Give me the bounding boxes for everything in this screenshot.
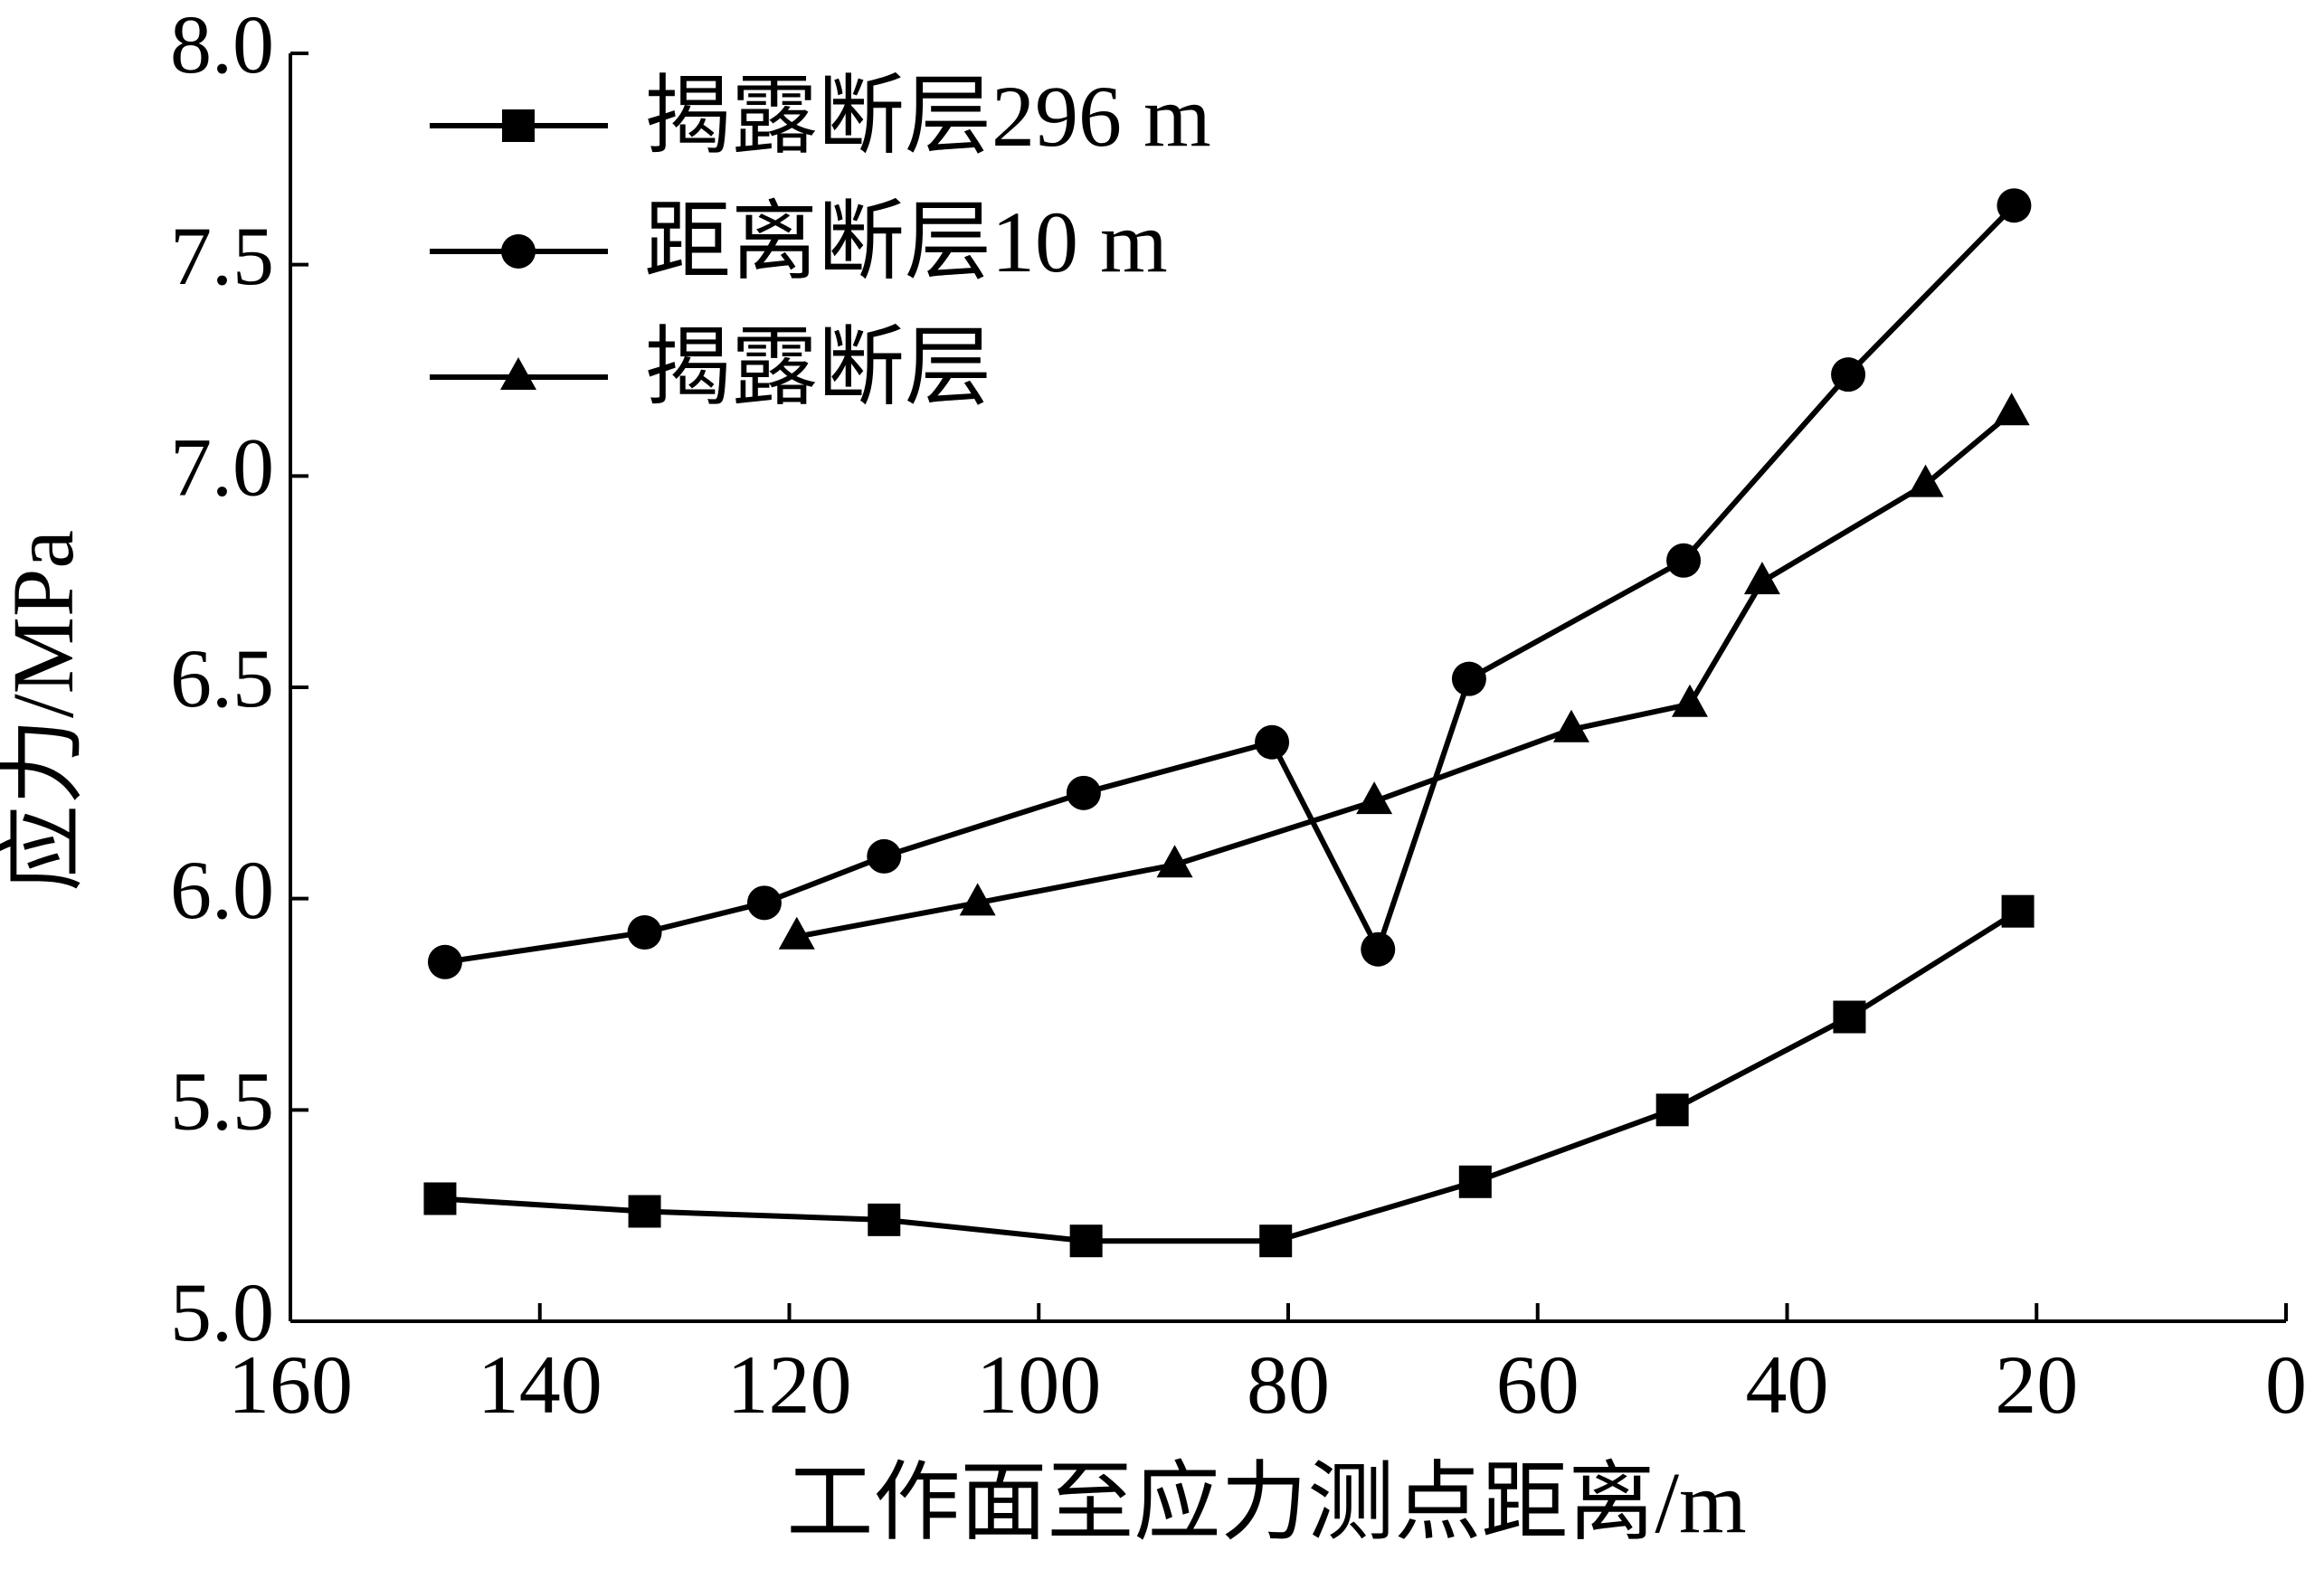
- x-tick-label: 140: [478, 1338, 602, 1431]
- x-tick-label: 20: [1995, 1338, 2078, 1431]
- data-point: [1671, 684, 1708, 717]
- data-point: [628, 1195, 661, 1228]
- data-point: [746, 885, 782, 921]
- y-tick-label: 7.5: [170, 210, 274, 302]
- data-point: [1361, 931, 1396, 967]
- data-point: [423, 1182, 457, 1215]
- data-point: [1255, 724, 1290, 760]
- series-line: [796, 410, 2014, 940]
- data-point: [1831, 357, 1866, 392]
- data-point: [1451, 661, 1486, 696]
- y-tick-label: 5.5: [170, 1054, 274, 1147]
- x-tick-label: 60: [1496, 1338, 1579, 1431]
- legend-marker: [502, 109, 535, 142]
- data-point: [1993, 392, 2030, 426]
- data-point: [959, 883, 996, 916]
- data-point: [868, 1203, 901, 1236]
- data-point: [1997, 188, 2032, 223]
- data-point: [1069, 1224, 1103, 1258]
- y-tick-label: 5.0: [170, 1266, 274, 1358]
- legend-marker: [501, 234, 536, 269]
- x-tick-label: 100: [976, 1338, 1101, 1431]
- legend-label: 揭露断层: [644, 319, 991, 416]
- data-point: [427, 944, 462, 979]
- y-axis-title: 应力/MPa: [0, 530, 91, 892]
- data-point: [1356, 781, 1393, 815]
- y-tick-label: 7.0: [170, 421, 274, 513]
- data-point: [627, 915, 662, 950]
- data-point: [2001, 894, 2035, 928]
- data-point: [1552, 709, 1589, 742]
- series-line: [440, 909, 2020, 1244]
- data-point: [778, 916, 815, 950]
- x-tick-label: 40: [1746, 1338, 1829, 1431]
- y-tick-label: 6.0: [170, 844, 274, 936]
- data-point: [1259, 1224, 1293, 1258]
- data-point: [1907, 464, 1944, 497]
- data-point: [1156, 845, 1193, 878]
- legend-label: 距离断层10 m: [644, 194, 1168, 290]
- data-point: [1655, 1093, 1689, 1127]
- legend-label: 揭露断层296 m: [644, 68, 1211, 165]
- x-tick-label: 160: [228, 1338, 353, 1431]
- data-point: [867, 838, 902, 874]
- legend-marker: [500, 357, 536, 390]
- y-tick-label: 8.0: [170, 0, 274, 90]
- y-tick-label: 6.5: [170, 632, 274, 724]
- data-point: [1833, 1000, 1866, 1034]
- data-point: [1458, 1165, 1492, 1198]
- x-tick-label: 120: [727, 1338, 852, 1431]
- data-point: [1066, 775, 1101, 810]
- data-point: [1743, 562, 1780, 595]
- x-tick-label: 0: [2265, 1338, 2307, 1431]
- x-axis-title: 工作面至应力测点距离/m: [786, 1454, 1746, 1551]
- data-point: [1666, 543, 1702, 578]
- x-tick-label: 80: [1247, 1338, 1330, 1431]
